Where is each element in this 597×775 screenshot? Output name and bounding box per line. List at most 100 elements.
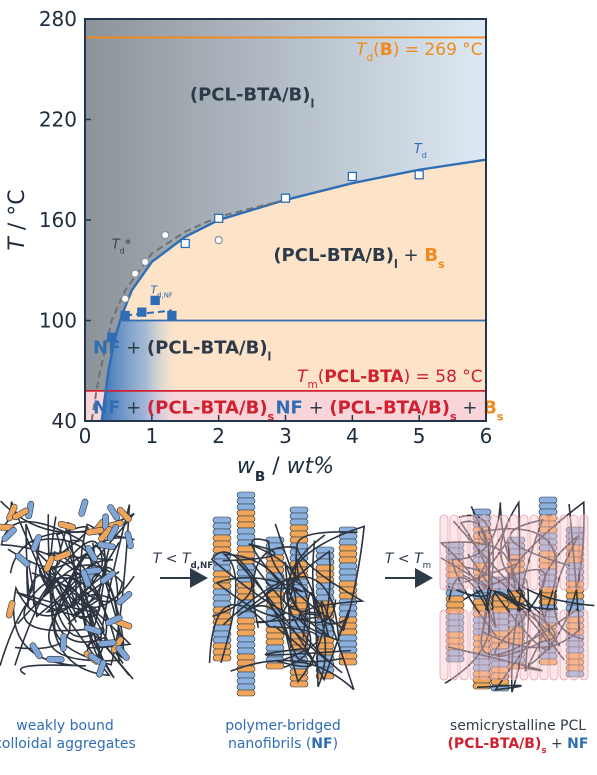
crystal-lamella <box>479 609 489 681</box>
text-part: d <box>366 52 373 64</box>
curve-label: Td,NF <box>150 284 172 300</box>
text-part: s <box>541 746 546 756</box>
molecule <box>96 659 107 678</box>
molecule <box>236 497 256 505</box>
text-part: ( <box>318 367 325 387</box>
text-part: (PCL-BTA/B) <box>190 84 311 105</box>
x-tick-label: 4 <box>346 424 359 448</box>
text-part: T <box>414 142 423 157</box>
molecule <box>538 502 558 510</box>
text-part: < <box>393 551 414 567</box>
text-part: weakly bound <box>16 718 113 734</box>
caption: polymer-bridged <box>225 718 341 734</box>
molecule <box>5 600 16 619</box>
text-part: T <box>153 551 163 567</box>
molecule <box>97 541 116 551</box>
molecule <box>289 542 309 550</box>
molecule <box>289 512 309 520</box>
text-part: d <box>120 246 125 255</box>
molecule <box>338 604 358 612</box>
x-tick-label: 6 <box>480 424 493 448</box>
molecule <box>14 552 31 568</box>
text-part: m <box>307 379 317 391</box>
point <box>160 230 170 240</box>
x-tick-label: 3 <box>279 424 292 448</box>
molecule <box>472 508 492 516</box>
molecule <box>236 503 256 511</box>
point <box>107 332 117 342</box>
crystal-lamella <box>579 609 589 681</box>
text-part: T <box>356 40 368 60</box>
molecule <box>289 524 309 532</box>
text-part: / <box>265 454 286 479</box>
crystal-lamella <box>549 609 559 681</box>
crystal-lamella <box>449 514 459 591</box>
text-part: semicrystalline PCL <box>450 718 586 734</box>
molecule <box>236 527 256 535</box>
caption: nanofibrils (NF) <box>228 736 338 752</box>
caption: colloidal aggregates <box>0 736 136 752</box>
molecule <box>236 671 256 679</box>
molecule <box>1 526 17 542</box>
molecule <box>265 662 285 670</box>
crystal-lamella <box>519 514 529 591</box>
molecule <box>116 506 132 523</box>
text-part: * <box>125 237 132 252</box>
curve <box>100 158 487 422</box>
crystal-lamella <box>449 609 459 681</box>
molecule <box>315 564 335 572</box>
molecule <box>236 623 256 631</box>
molecule <box>106 524 120 542</box>
molecule <box>338 562 358 570</box>
polymer-chain <box>230 534 355 691</box>
molecule <box>289 680 309 688</box>
text-part: l <box>268 350 272 363</box>
molecule <box>212 642 232 650</box>
molecule <box>338 544 358 552</box>
polymer-chain <box>46 516 132 649</box>
crystal-lamella <box>439 609 449 681</box>
molecule <box>338 556 358 564</box>
crystal-lamella <box>529 609 539 681</box>
point <box>214 235 223 245</box>
crystal-lamella <box>529 514 539 591</box>
molecule <box>99 570 116 585</box>
text-part: B <box>380 40 393 60</box>
crystal-lamella <box>489 514 499 591</box>
polymer-chain <box>220 553 312 669</box>
polymer-chain <box>451 502 565 661</box>
schematic: weakly bound colloidal aggregates polymer-… <box>0 491 595 756</box>
text-part: (PCL-BTA/B) <box>329 398 450 419</box>
molecule <box>212 594 232 602</box>
molecule <box>490 600 510 608</box>
text-part: NF <box>93 337 120 358</box>
molecule <box>80 569 92 588</box>
point <box>280 193 291 203</box>
molecule <box>565 670 585 678</box>
molecule <box>98 639 117 648</box>
text-part: w <box>237 454 256 479</box>
text-part: colloidal aggregates <box>0 736 136 752</box>
text-part: T <box>414 551 424 567</box>
molecule <box>59 633 67 652</box>
polymer-chain <box>462 568 556 658</box>
text-part: NF <box>311 736 332 752</box>
molecule <box>338 538 358 546</box>
text-part: T <box>297 367 309 387</box>
text-part: + <box>457 398 484 419</box>
text-part: s <box>438 258 445 271</box>
molecule <box>315 546 335 554</box>
molecule <box>289 506 309 514</box>
molecule <box>29 642 43 660</box>
y-tick-label: 100 <box>39 309 77 333</box>
text-part: NF <box>275 398 302 419</box>
text-part: d,NF <box>191 561 214 571</box>
region-label: (PCL-BTA/B)l <box>190 84 314 110</box>
text-part: ) <box>333 736 338 752</box>
molecule <box>236 641 256 649</box>
crystal-lamella <box>479 514 489 591</box>
molecule <box>85 527 105 536</box>
point <box>150 295 160 306</box>
text-part: ) = 58 °C <box>404 367 483 387</box>
